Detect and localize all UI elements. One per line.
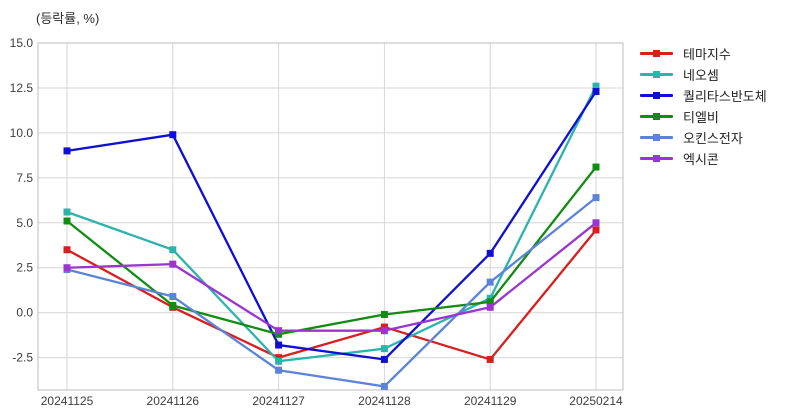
x-tick-label: 20241128 <box>358 394 411 408</box>
data-point <box>275 366 283 374</box>
data-point <box>169 260 177 268</box>
data-point <box>380 327 388 335</box>
data-point <box>275 354 283 362</box>
data-point <box>486 355 494 363</box>
series-line-3 <box>63 163 600 338</box>
y-tick-label: 0.0 <box>16 306 33 320</box>
plot-border <box>37 42 624 391</box>
data-point <box>275 341 283 349</box>
legend-label: 엑시콘 <box>683 151 719 167</box>
data-point <box>169 131 177 139</box>
legend-item-4: 오킨스전자 <box>640 130 767 146</box>
legend-label: 테마지수 <box>683 46 731 62</box>
legend-label: 오킨스전자 <box>683 130 743 146</box>
y-axis-labels: 15.0 12.5 10.0 7.5 5.0 2.5 0.0 -2.5 <box>10 36 34 365</box>
y-tick-label: 2.5 <box>16 261 33 275</box>
legend-swatch-line <box>640 70 673 78</box>
legend-item-2: 퀄리타스반도체 <box>640 88 767 104</box>
legend-item-3: 티엘비 <box>640 109 767 125</box>
legend-swatch-line <box>640 112 673 120</box>
legend-swatch-marker <box>653 154 660 162</box>
y-tick-label: -2.5 <box>12 351 33 365</box>
legend-swatch-marker <box>653 112 660 120</box>
data-point <box>486 249 494 257</box>
chart-title: (등락률, %) <box>36 11 100 26</box>
data-point <box>592 163 600 171</box>
legend-swatch-marker <box>653 49 660 57</box>
data-point <box>63 246 71 254</box>
data-point <box>380 382 388 390</box>
data-point <box>380 323 388 331</box>
data-point <box>63 147 71 155</box>
legend-item-5: 엑시콘 <box>640 151 767 167</box>
y-tick-label: 12.5 <box>10 81 34 95</box>
x-tick-label: 20241127 <box>252 394 305 408</box>
data-point <box>592 194 600 202</box>
data-point <box>63 208 71 216</box>
x-tick-label: 20241126 <box>147 394 200 408</box>
series-line-2 <box>63 88 600 363</box>
legend-swatch-marker <box>653 70 660 78</box>
legend-label: 티엘비 <box>683 109 719 125</box>
data-point <box>380 355 388 363</box>
data-point <box>380 310 388 318</box>
legend-swatch-marker <box>653 133 660 141</box>
legend-swatch-line <box>640 91 673 99</box>
y-tick-label: 10.0 <box>10 126 34 140</box>
legend-item-0: 테마지수 <box>640 46 767 62</box>
data-point <box>592 219 600 227</box>
data-point <box>486 278 494 286</box>
series-line-1 <box>63 82 600 365</box>
gridlines <box>38 42 623 390</box>
data-point <box>592 82 600 90</box>
legend-label: 퀄리타스반도체 <box>683 88 767 104</box>
x-tick-label: 20241125 <box>41 394 94 408</box>
data-point <box>380 345 388 353</box>
data-point <box>169 246 177 254</box>
legend-swatch-line <box>640 49 673 57</box>
data-point <box>592 226 600 234</box>
data-point <box>63 217 71 225</box>
data-point <box>169 301 177 309</box>
x-tick-label: 20250214 <box>569 394 623 408</box>
series-line-5 <box>63 219 600 335</box>
data-point <box>275 357 283 365</box>
legend-swatch-line <box>640 154 673 162</box>
data-point <box>592 88 600 96</box>
data-point <box>486 294 494 302</box>
legend-item-1: 네오셈 <box>640 67 767 83</box>
y-tick-label: 7.5 <box>16 171 33 185</box>
data-point <box>275 327 283 335</box>
series-line-0 <box>63 226 600 363</box>
legend-swatch-line <box>640 133 673 141</box>
data-point <box>486 298 494 306</box>
data-point <box>486 303 494 311</box>
x-tick-label: 20241129 <box>464 394 517 408</box>
data-point <box>63 264 71 272</box>
data-point <box>275 330 283 338</box>
data-point <box>169 293 177 301</box>
y-tick-label: 5.0 <box>16 216 33 230</box>
y-tick-label: 15.0 <box>10 36 34 50</box>
legend-swatch-marker <box>653 91 660 99</box>
x-axis-labels: 20241125 20241126 20241127 20241128 20241129… <box>41 394 623 408</box>
legend-label: 네오셈 <box>683 67 719 83</box>
